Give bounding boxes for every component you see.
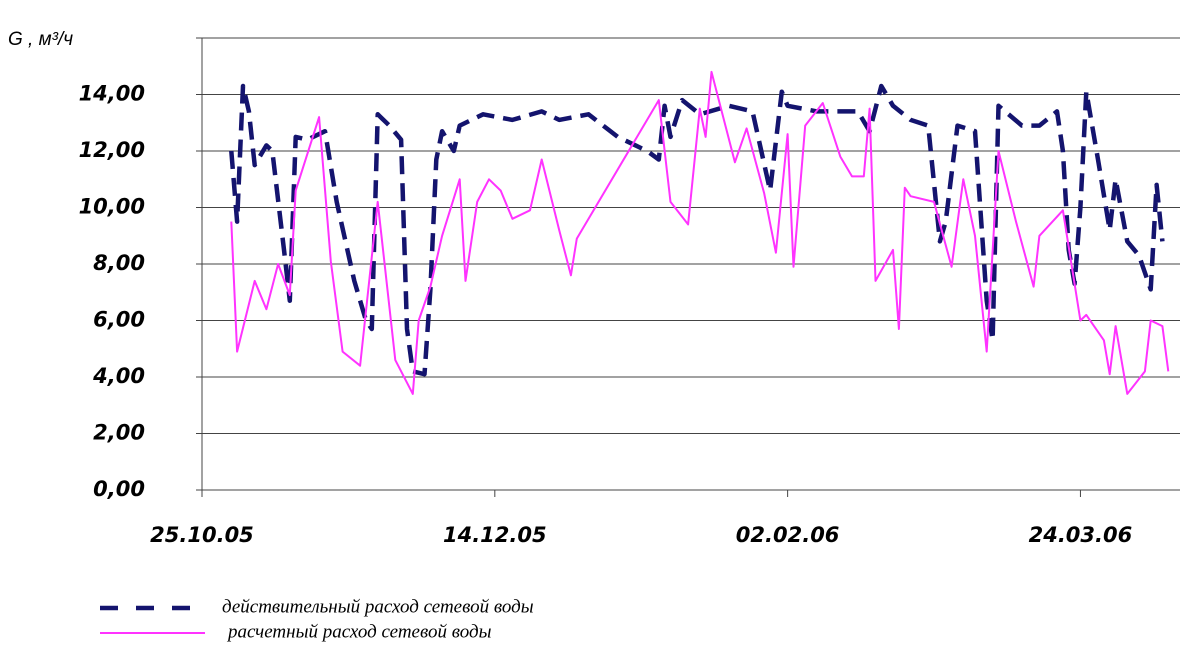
series-line	[229, 83, 1165, 377]
y-tick-label: 2,00	[93, 421, 145, 445]
x-tick-label: 02.02.06	[736, 523, 840, 547]
y-tick-label: 12,00	[79, 138, 145, 162]
legend-label: действительный расход сетевой воды	[222, 596, 534, 617]
series-line	[230, 70, 1170, 395]
x-tick-label: 14.12.05	[443, 523, 547, 547]
y-tick-label: 6,00	[93, 308, 145, 332]
y-tick-label: 0,00	[93, 477, 145, 501]
y-tick-label: 10,00	[79, 195, 145, 219]
x-tick-label: 24.03.06	[1029, 523, 1133, 547]
x-tick-label: 25.10.05	[150, 523, 254, 547]
y-tick-label: 8,00	[93, 251, 145, 275]
y-tick-label: 4,00	[92, 364, 145, 388]
legend-label: расчетный расход сетевой воды	[226, 621, 492, 642]
y-axis-label: G , м³/ч	[8, 29, 73, 50]
y-tick-label: 14,00	[79, 82, 145, 106]
